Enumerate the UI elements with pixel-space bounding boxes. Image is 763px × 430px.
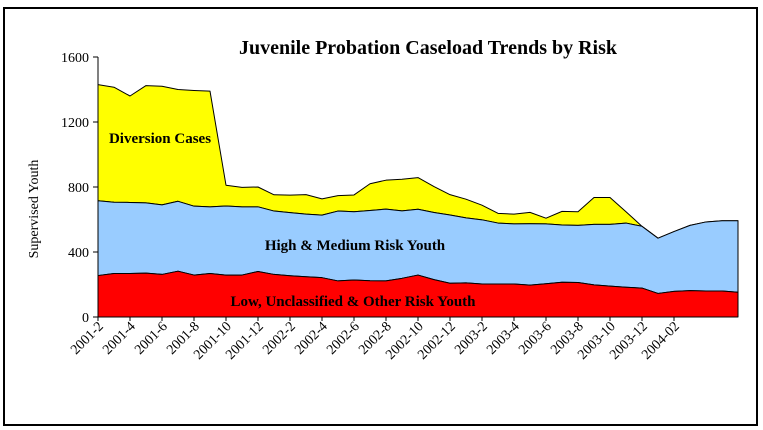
y-tick-label: 800 — [68, 181, 89, 196]
x-tick-label: 2001-4 — [100, 319, 139, 358]
x-tick-label: 2002-4 — [292, 319, 331, 358]
area-label-low-risk: Low, Unclassified & Other Risk Youth — [230, 294, 476, 310]
y-axis-label: Supervised Youth — [27, 160, 42, 259]
y-axis: 0 400 800 1200 1600 — [61, 51, 99, 326]
x-tick-label: 2002-2 — [260, 319, 299, 358]
y-tick-label: 400 — [68, 246, 89, 261]
x-tick-label: 2001-6 — [132, 319, 171, 358]
chart-frame: 0 400 800 1200 1600 2001-2 2001-4 2001-6 2001-8… — [3, 7, 758, 426]
y-tick-label: 1600 — [61, 51, 89, 66]
y-tick-label: 0 — [82, 311, 89, 326]
area-layers — [97, 84, 739, 318]
x-tick-label: 2003-2 — [452, 319, 491, 358]
x-tick-label: 2003-6 — [516, 319, 555, 358]
area-label-diversion: Diversion Cases — [109, 131, 211, 147]
x-tick-label: 2002-6 — [324, 319, 363, 358]
x-axis: 2001-22001-42001-62001-82001-102001-1220… — [68, 316, 738, 363]
area-label-high-medium: High & Medium Risk Youth — [265, 238, 446, 254]
y-tick-label: 1200 — [61, 116, 89, 131]
chart-title: Juvenile Probation Caseload Trends by Ri… — [239, 37, 618, 59]
chart-svg: 0 400 800 1200 1600 2001-22001-42001-62001-8… — [27, 37, 739, 363]
x-tick-label: 2003-4 — [484, 319, 523, 358]
